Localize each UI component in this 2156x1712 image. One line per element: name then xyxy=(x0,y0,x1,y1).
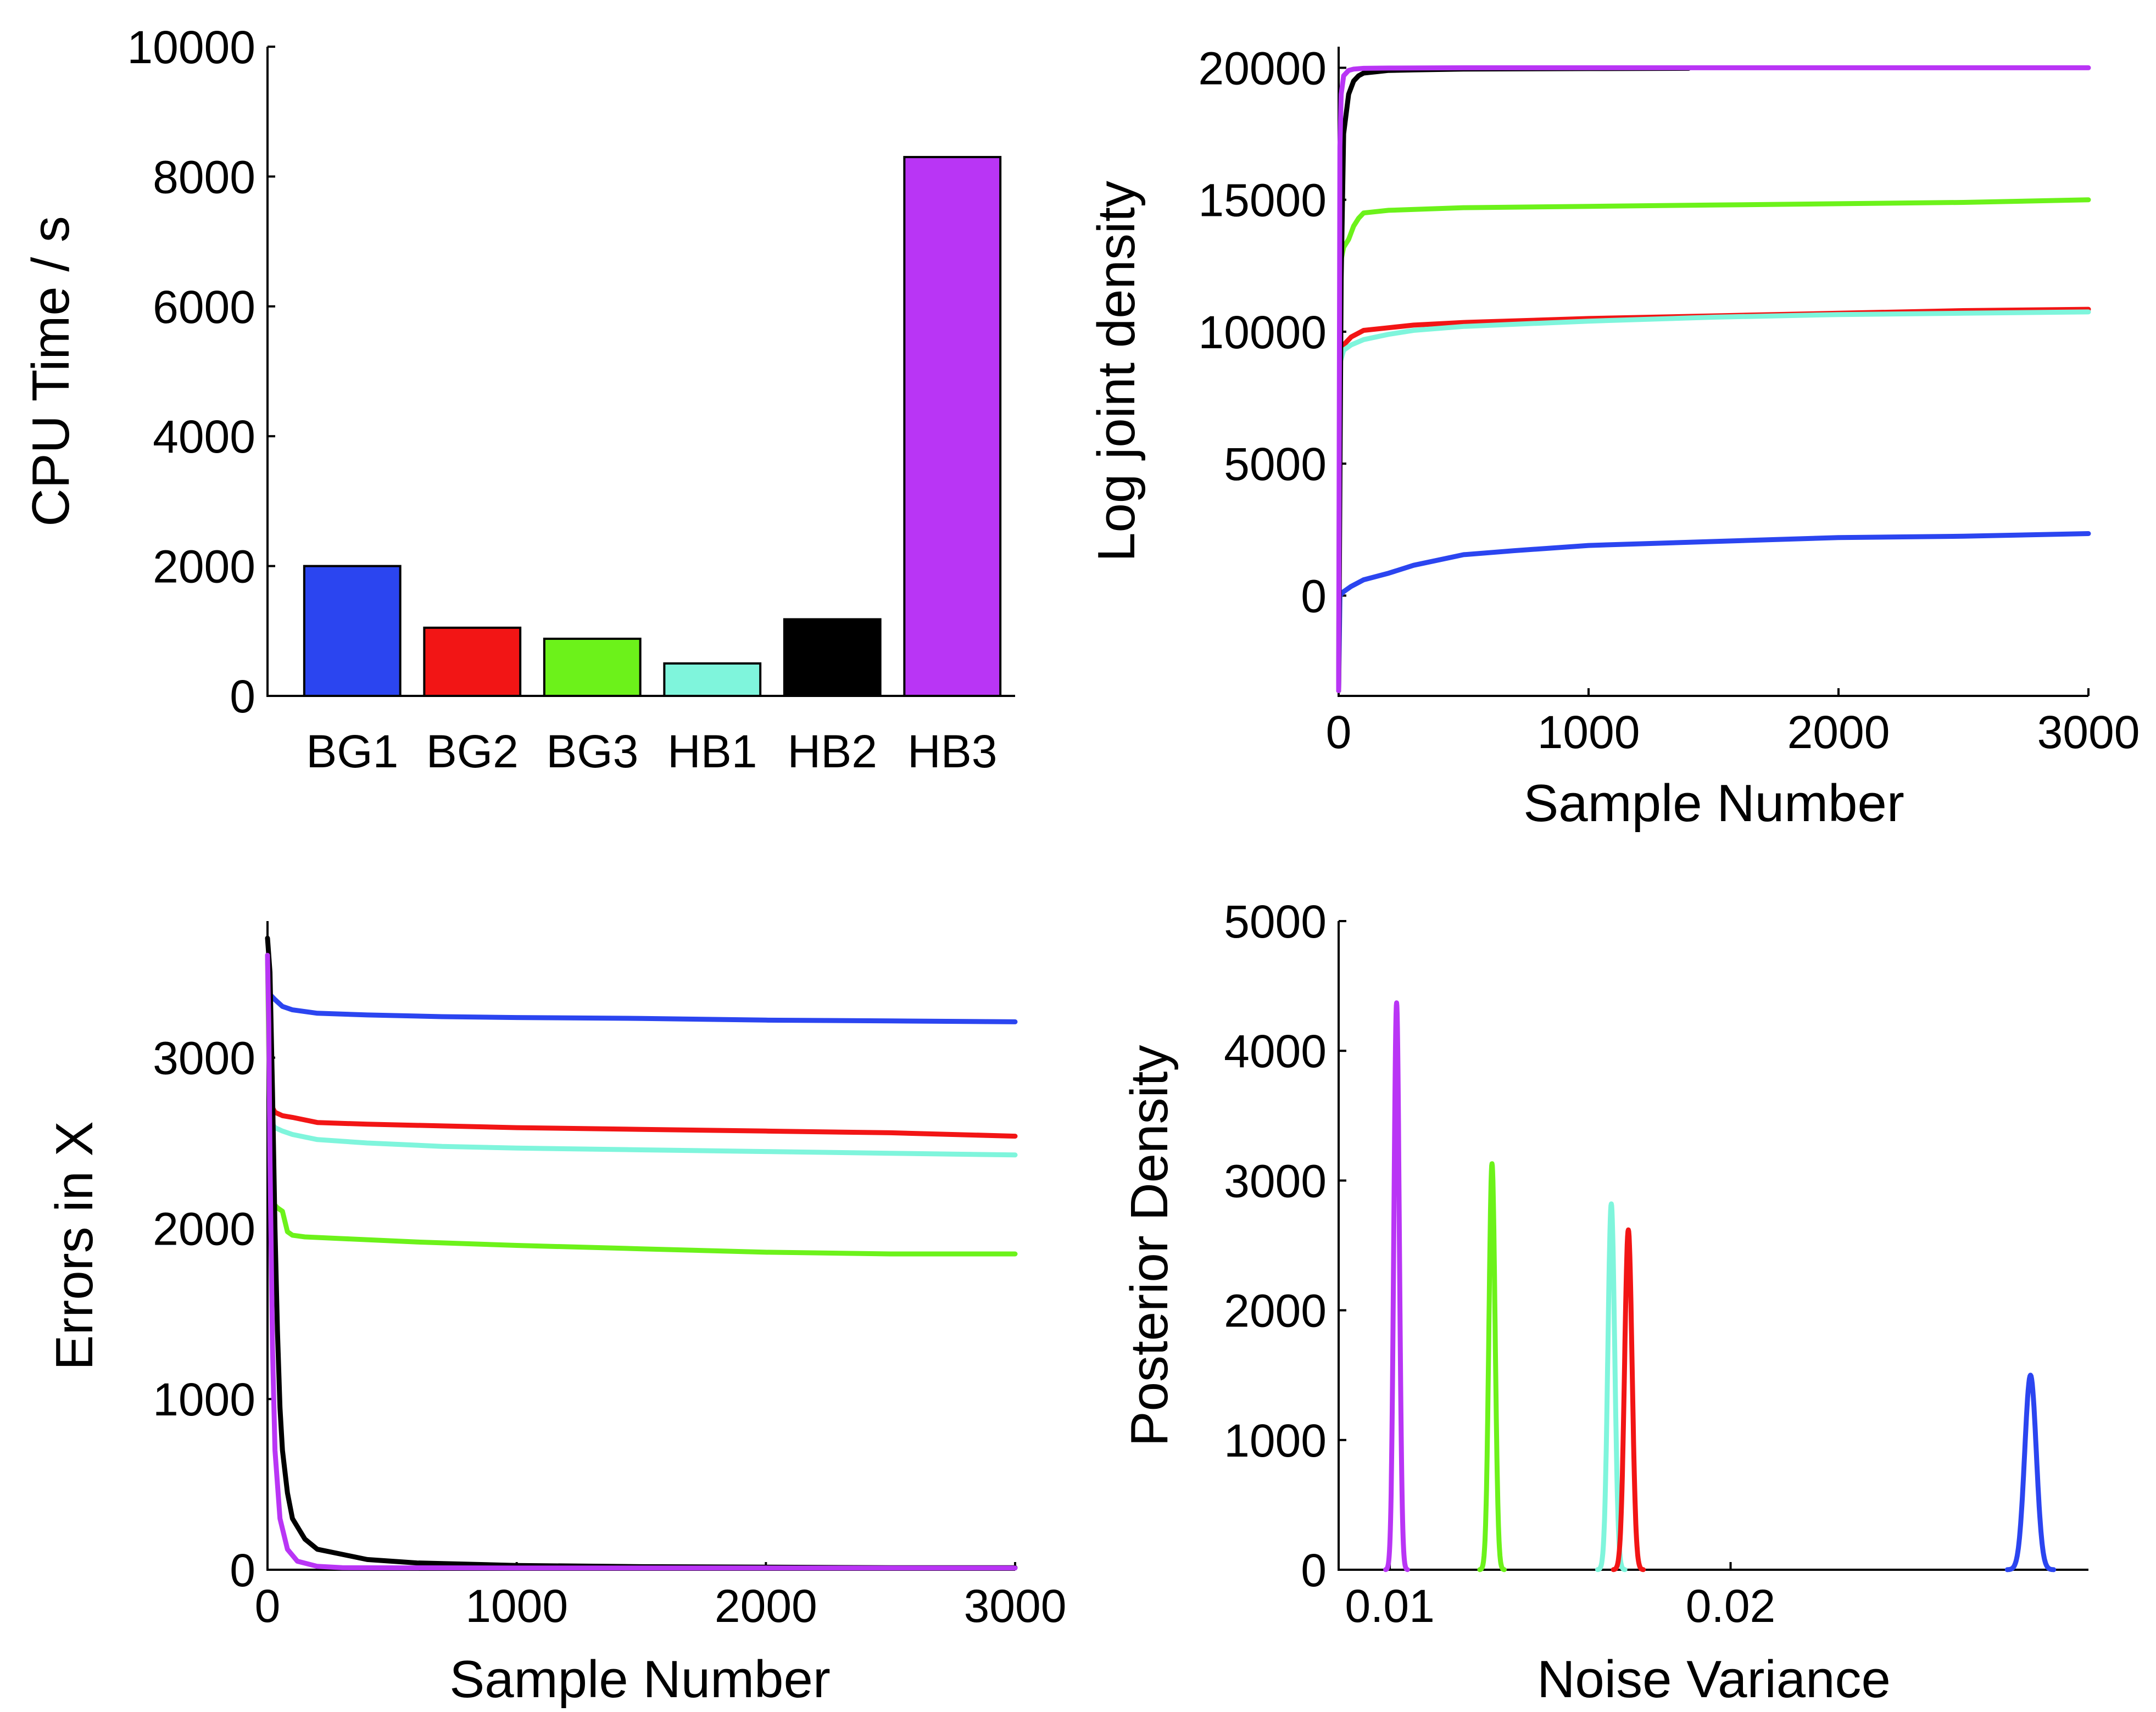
ljd-chart-y-label: Log joint density xyxy=(1087,181,1146,562)
posterior-chart-y-label: Posterior Density xyxy=(1120,1045,1179,1447)
errors-in-x-chart: 0 1000 2000 3000 0 1000 2000 3000 Sample Number… xyxy=(45,921,1066,1709)
bar-hb2 xyxy=(783,618,882,698)
ljd-xtick-label-2: 2000 xyxy=(1787,706,1890,758)
errors-line-bg2 xyxy=(265,952,1018,1139)
errors-chart-ticks: 0 1000 2000 3000 0 1000 2000 3000 xyxy=(153,1033,1066,1632)
posterior-ytick-label-5: 5000 xyxy=(1224,896,1327,947)
cpu-ytick-label-5: 10000 xyxy=(127,21,255,73)
posterior-chart-lines xyxy=(1383,1000,2057,1572)
bar-label-bg1: BG1 xyxy=(306,726,398,777)
bar-bg3 xyxy=(543,637,642,698)
ljd-ytick-label-0: 0 xyxy=(1301,570,1327,622)
ljd-line-hb2 xyxy=(1336,65,1691,693)
errors-line-hb3 xyxy=(265,952,1018,1571)
errors-chart-x-label: Sample Number xyxy=(449,1650,831,1709)
posterior-chart-x-label: Noise Variance xyxy=(1537,1650,1891,1709)
errors-line-bg1 xyxy=(265,952,1018,1024)
posterior-peak-hb3 xyxy=(1383,1000,1410,1572)
ljd-line-bg2 xyxy=(1336,306,2091,693)
posterior-density-chart: 0 1000 2000 3000 4000 5000 0.01 0.02 Noise Vari… xyxy=(1120,896,2088,1709)
ljd-chart-x-label: Sample Number xyxy=(1523,774,1904,833)
errors-chart-lines xyxy=(265,935,1018,1571)
posterior-peak-bg3 xyxy=(1477,1161,1507,1572)
errors-ytick-label-0: 0 xyxy=(230,1544,255,1596)
errors-xtick-label-0: 0 xyxy=(255,1580,281,1632)
bar-label-hb2: HB2 xyxy=(788,726,877,777)
posterior-chart-axes xyxy=(1338,921,2088,1571)
posterior-peak-bg1 xyxy=(2004,1373,2057,1572)
ljd-ytick-label-2: 10000 xyxy=(1198,306,1327,358)
log-joint-density-chart: 0 5000 10000 15000 20000 0 1000 2000 3000 Sample… xyxy=(1087,42,2140,833)
posterior-ytick-label-1: 1000 xyxy=(1224,1415,1327,1466)
ljd-chart-lines xyxy=(1336,65,2091,693)
errors-ytick-label-1: 1000 xyxy=(153,1374,255,1425)
bar-label-bg2: BG2 xyxy=(426,726,519,777)
ljd-line-bg1 xyxy=(1336,531,2091,693)
cpu-ytick-label-3: 6000 xyxy=(153,281,255,333)
cpu-chart-y-ticks: 0 2000 4000 6000 8000 10000 xyxy=(127,21,275,722)
errors-ytick-label-2: 2000 xyxy=(153,1203,255,1254)
errors-xtick-label-1: 1000 xyxy=(465,1580,568,1632)
bar-label-hb3: HB3 xyxy=(907,726,997,777)
ljd-chart-ticks: 0 5000 10000 15000 20000 0 1000 2000 3000 xyxy=(1198,42,2140,758)
cpu-time-bar-chart: 0 2000 4000 6000 8000 10000 BG1 BG2 BG3 HB1 HB2 HB… xyxy=(21,21,1015,777)
posterior-ytick-label-3: 3000 xyxy=(1224,1155,1327,1207)
cpu-ytick-label-4: 8000 xyxy=(153,151,255,203)
ljd-ytick-label-1: 5000 xyxy=(1224,438,1327,490)
errors-xtick-label-3: 3000 xyxy=(964,1580,1067,1632)
ljd-xtick-label-0: 0 xyxy=(1326,706,1352,758)
posterior-chart-ticks: 0 1000 2000 3000 4000 5000 0.01 0.02 xyxy=(1224,896,1775,1632)
posterior-ytick-label-0: 0 xyxy=(1301,1544,1327,1596)
posterior-xtick-label-0: 0.01 xyxy=(1345,1580,1435,1632)
ljd-line-hb3 xyxy=(1336,65,2091,693)
ljd-line-bg3 xyxy=(1336,197,2091,693)
cpu-chart-bars xyxy=(303,155,1002,698)
posterior-peak-bg2 xyxy=(1611,1227,1646,1572)
bar-bg2 xyxy=(423,626,522,698)
ljd-xtick-label-3: 3000 xyxy=(2037,706,2140,758)
errors-xtick-label-2: 2000 xyxy=(715,1580,817,1632)
cpu-chart-y-label: CPU Time / s xyxy=(21,216,80,526)
ljd-line-hb1 xyxy=(1336,309,2091,693)
bar-label-bg3: BG3 xyxy=(546,726,638,777)
posterior-ytick-label-2: 2000 xyxy=(1224,1285,1327,1337)
errors-ytick-label-3: 3000 xyxy=(153,1033,255,1084)
cpu-chart-x-labels: BG1 BG2 BG3 HB1 HB2 HB3 xyxy=(306,726,997,777)
bar-label-hb1: HB1 xyxy=(667,726,757,777)
bar-hb3 xyxy=(903,155,1002,697)
posterior-xtick-label-1: 0.02 xyxy=(1686,1580,1776,1632)
bar-hb1 xyxy=(663,662,762,698)
cpu-ytick-label-0: 0 xyxy=(230,671,255,722)
ljd-chart-axes xyxy=(1338,47,2088,697)
ljd-ytick-label-4: 20000 xyxy=(1198,42,1327,94)
bar-bg1 xyxy=(303,565,402,697)
errors-line-bg3 xyxy=(265,952,1018,1257)
ljd-xtick-label-1: 1000 xyxy=(1537,706,1640,758)
cpu-ytick-label-2: 4000 xyxy=(153,411,255,462)
errors-chart-y-label: Errors in X xyxy=(45,1121,104,1370)
ljd-ytick-label-3: 15000 xyxy=(1198,175,1327,226)
posterior-ytick-label-4: 4000 xyxy=(1224,1025,1327,1077)
cpu-ytick-label-1: 2000 xyxy=(153,541,255,593)
